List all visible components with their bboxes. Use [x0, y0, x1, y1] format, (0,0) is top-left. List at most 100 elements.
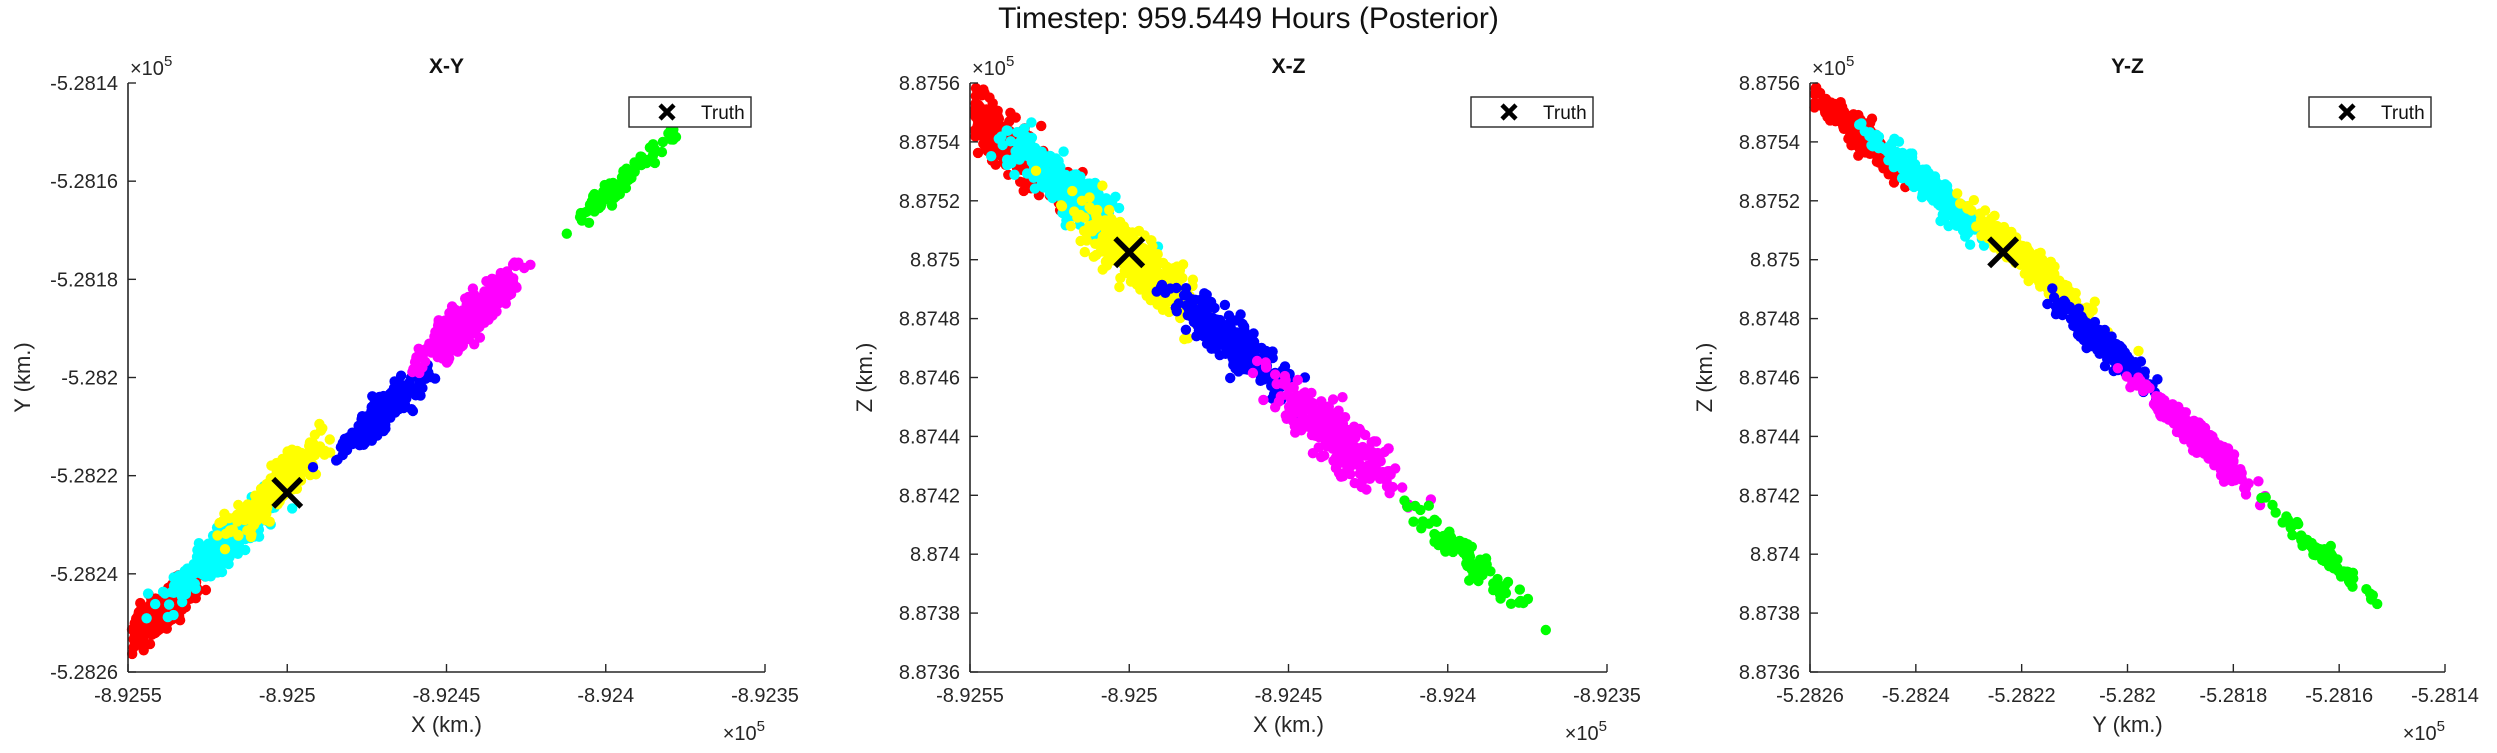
- scatter-point: [304, 437, 316, 448]
- scatter-point: [1518, 597, 1529, 609]
- scatter-point: [2126, 357, 2137, 368]
- scatter-point: [1337, 392, 1348, 403]
- scatter-point: [429, 373, 441, 384]
- scatter-point: [1390, 463, 1401, 474]
- scatter-point: [1447, 543, 1458, 554]
- y-tick-label: -5.2824: [50, 564, 118, 586]
- y-tick-label: 8.8752: [1739, 191, 1800, 213]
- y-tick-label: -5.2816: [50, 171, 118, 193]
- scatter-point: [461, 299, 472, 310]
- scatter-point: [1018, 185, 1029, 197]
- scatter-cluster: [407, 257, 536, 379]
- scatter-point: [1408, 516, 1419, 527]
- scatter-point: [1201, 289, 1212, 300]
- scatter-point: [163, 599, 175, 610]
- scatter-point: [1893, 136, 1905, 147]
- scatter-point: [1123, 268, 1134, 279]
- scatter-point: [207, 554, 219, 566]
- scatter-point: [1514, 584, 1526, 595]
- scatter-point: [388, 382, 400, 394]
- scatter-point: [668, 134, 679, 145]
- y-tick-label: 8.8738: [899, 603, 960, 625]
- scatter-point: [624, 167, 635, 178]
- scatter-point: [1181, 300, 1192, 311]
- scatter-point: [1091, 210, 1102, 221]
- scatter-point: [1337, 418, 1349, 430]
- scatter-point: [1462, 560, 1473, 572]
- scatter-point: [2175, 423, 2186, 434]
- scatter-point: [1030, 165, 1042, 176]
- scatter-point: [1397, 482, 1408, 493]
- scatter-point: [970, 102, 981, 114]
- scatter-point: [473, 318, 485, 330]
- scatter-point: [1214, 349, 1226, 361]
- scatter-point: [576, 215, 588, 226]
- scatter-point: [1155, 281, 1167, 293]
- scatter-point: [2099, 324, 2110, 336]
- scatter-point: [180, 586, 192, 597]
- scatter-point: [1090, 238, 1101, 249]
- y-tick-label: 8.8744: [1739, 426, 1800, 448]
- scatter-point: [268, 491, 280, 503]
- scatter-point: [986, 151, 997, 162]
- scatter-point: [1143, 267, 1154, 278]
- scatter-point: [2256, 492, 2267, 504]
- x-exponent-label: ×105: [1565, 718, 1607, 745]
- scatter-point: [1069, 206, 1080, 217]
- scatter-point: [1040, 180, 1051, 191]
- scatter-point: [978, 138, 989, 149]
- scatter-point: [1247, 367, 1259, 379]
- scatter-point: [261, 501, 272, 512]
- scatter-point: [415, 390, 426, 401]
- scatter-point: [2226, 475, 2237, 486]
- scatter-point: [1333, 440, 1344, 451]
- scatter-point: [1327, 394, 1339, 405]
- scatter-point: [1308, 410, 1320, 422]
- truth-marker-icon: [271, 476, 304, 509]
- scatter-point: [2047, 283, 2058, 294]
- scatter-point: [2318, 548, 2329, 559]
- scatter-point: [1010, 112, 1021, 123]
- scatter-point: [509, 257, 520, 268]
- scatter-point: [1219, 299, 1231, 311]
- scatter-point: [168, 609, 179, 621]
- scatter-point: [1258, 394, 1269, 406]
- scatter-point: [2112, 363, 2123, 374]
- x-tick-label: -8.9255: [936, 685, 1004, 707]
- scatter-point: [1954, 214, 1966, 225]
- scatter-point: [501, 266, 513, 277]
- scatter-point: [1180, 324, 1192, 335]
- scatter-point: [1113, 202, 1125, 214]
- scatter-point: [431, 331, 443, 343]
- scatter-point: [656, 146, 668, 158]
- scatter-point: [360, 437, 371, 448]
- scatter-point: [1328, 455, 1339, 466]
- x-tick-label: -5.2824: [1882, 685, 1950, 707]
- x-tick-label: -5.2816: [2305, 685, 2373, 707]
- scatter-point: [1255, 375, 1266, 386]
- scatter-point: [1079, 246, 1091, 258]
- legend-truth-icon: [658, 103, 676, 121]
- scatter-point: [1383, 443, 1394, 454]
- scatter-point: [1047, 192, 1058, 204]
- legend-box: [628, 96, 752, 128]
- subplot-x-z: -8.9255 -8.925 -8.9245 -8.924 -8.92358.87368…: [852, 53, 1641, 745]
- scatter-point: [1358, 464, 1370, 476]
- scatter-point: [2037, 264, 2048, 275]
- scatter-point: [408, 363, 419, 375]
- scatter-point: [492, 287, 503, 298]
- scatter-point: [2173, 414, 2184, 426]
- scatter-point: [347, 427, 358, 438]
- scatter-point: [157, 586, 169, 597]
- x-tick-label: -5.2818: [2199, 685, 2267, 707]
- scatter-point: [2103, 337, 2114, 348]
- scatter-point: [1020, 131, 1032, 142]
- scatter-point: [246, 523, 257, 534]
- scatter-point: [1179, 333, 1190, 345]
- scatter-point: [1156, 299, 1167, 310]
- scatter-point: [1317, 450, 1328, 462]
- scatter-point: [2079, 316, 2091, 328]
- scatter-point: [417, 362, 428, 373]
- scatter-point: [1182, 290, 1193, 301]
- scatter-point: [1230, 363, 1241, 374]
